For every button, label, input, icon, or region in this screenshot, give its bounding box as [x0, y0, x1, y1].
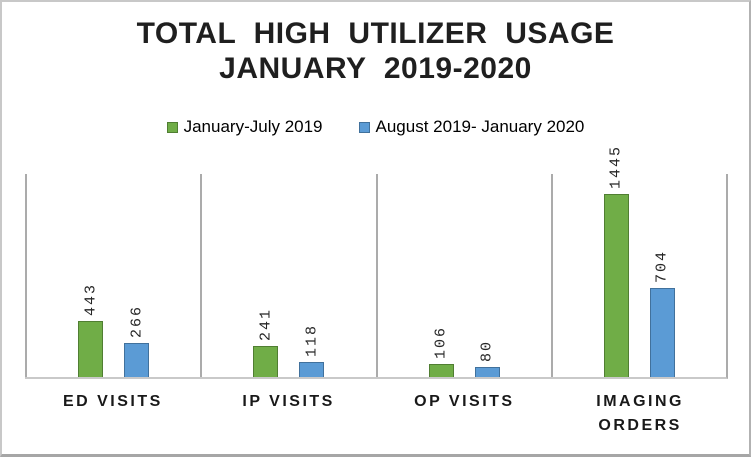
bar: [603, 194, 629, 377]
category-label: ED VISITS: [62, 393, 163, 410]
category-panel: 1445 704: [550, 145, 726, 377]
bar: [124, 343, 150, 377]
legend-item-series-0: January-July 2019: [166, 117, 323, 137]
bar-value-label: 443: [82, 282, 100, 316]
bar: [78, 321, 104, 377]
legend-swatch-icon: [358, 121, 370, 133]
bar-value-label: 241: [257, 307, 275, 341]
category-labels: ED VISITS IP VISITS OP VISITS IMAGING ORDER…: [25, 390, 728, 438]
category-cell: IMAGING ORDERS: [552, 390, 728, 438]
legend-swatch-icon: [166, 121, 178, 133]
bar-column: 80: [474, 340, 500, 377]
bar: [253, 346, 279, 377]
legend: January-July 2019 August 2019- January 20…: [2, 117, 749, 137]
legend-label: January-July 2019: [183, 117, 323, 136]
category-label: IP VISITS: [242, 393, 335, 410]
bar-column: 266: [124, 305, 150, 377]
legend-label: August 2019- January 2020: [375, 117, 585, 136]
bar-column: 106: [428, 326, 454, 377]
plot-area: 443 266 241 118 106 80 1445 704: [25, 145, 728, 379]
bar-value-label: 106: [432, 325, 450, 359]
bar-column: 443: [78, 283, 104, 377]
bar: [428, 364, 454, 377]
category-panel: 106 80: [375, 174, 551, 377]
category-cell: ED VISITS: [25, 390, 201, 438]
category-label: IMAGING ORDERS: [596, 393, 684, 434]
bar-column: 1445: [603, 145, 629, 377]
bar-value-label: 1445: [607, 144, 625, 189]
bar-column: 704: [649, 250, 675, 377]
bar: [474, 367, 500, 377]
chart-title-line1: TOTAL HIGH UTILIZER USAGE: [136, 17, 615, 50]
chart-title: TOTAL HIGH UTILIZER USAGE JANUARY 2019-2…: [2, 16, 749, 87]
bar-value-label: 266: [128, 304, 146, 338]
bar-value-label: 118: [303, 323, 321, 357]
category-cell: OP VISITS: [377, 390, 553, 438]
category-label: OP VISITS: [414, 393, 515, 410]
category-panel: 241 118: [200, 174, 375, 377]
chart-title-line2: JANUARY 2019-2020: [219, 52, 532, 86]
bar-value-label: 80: [478, 339, 496, 362]
bar: [299, 362, 325, 377]
legend-item-series-1: August 2019- January 2020: [358, 117, 585, 137]
bar-value-label: 704: [653, 249, 671, 283]
bar: [649, 288, 675, 377]
bar-column: 118: [299, 324, 325, 377]
category-panel: 443 266: [25, 174, 200, 377]
bar-column: 241: [253, 308, 279, 377]
category-cell: IP VISITS: [201, 390, 377, 438]
